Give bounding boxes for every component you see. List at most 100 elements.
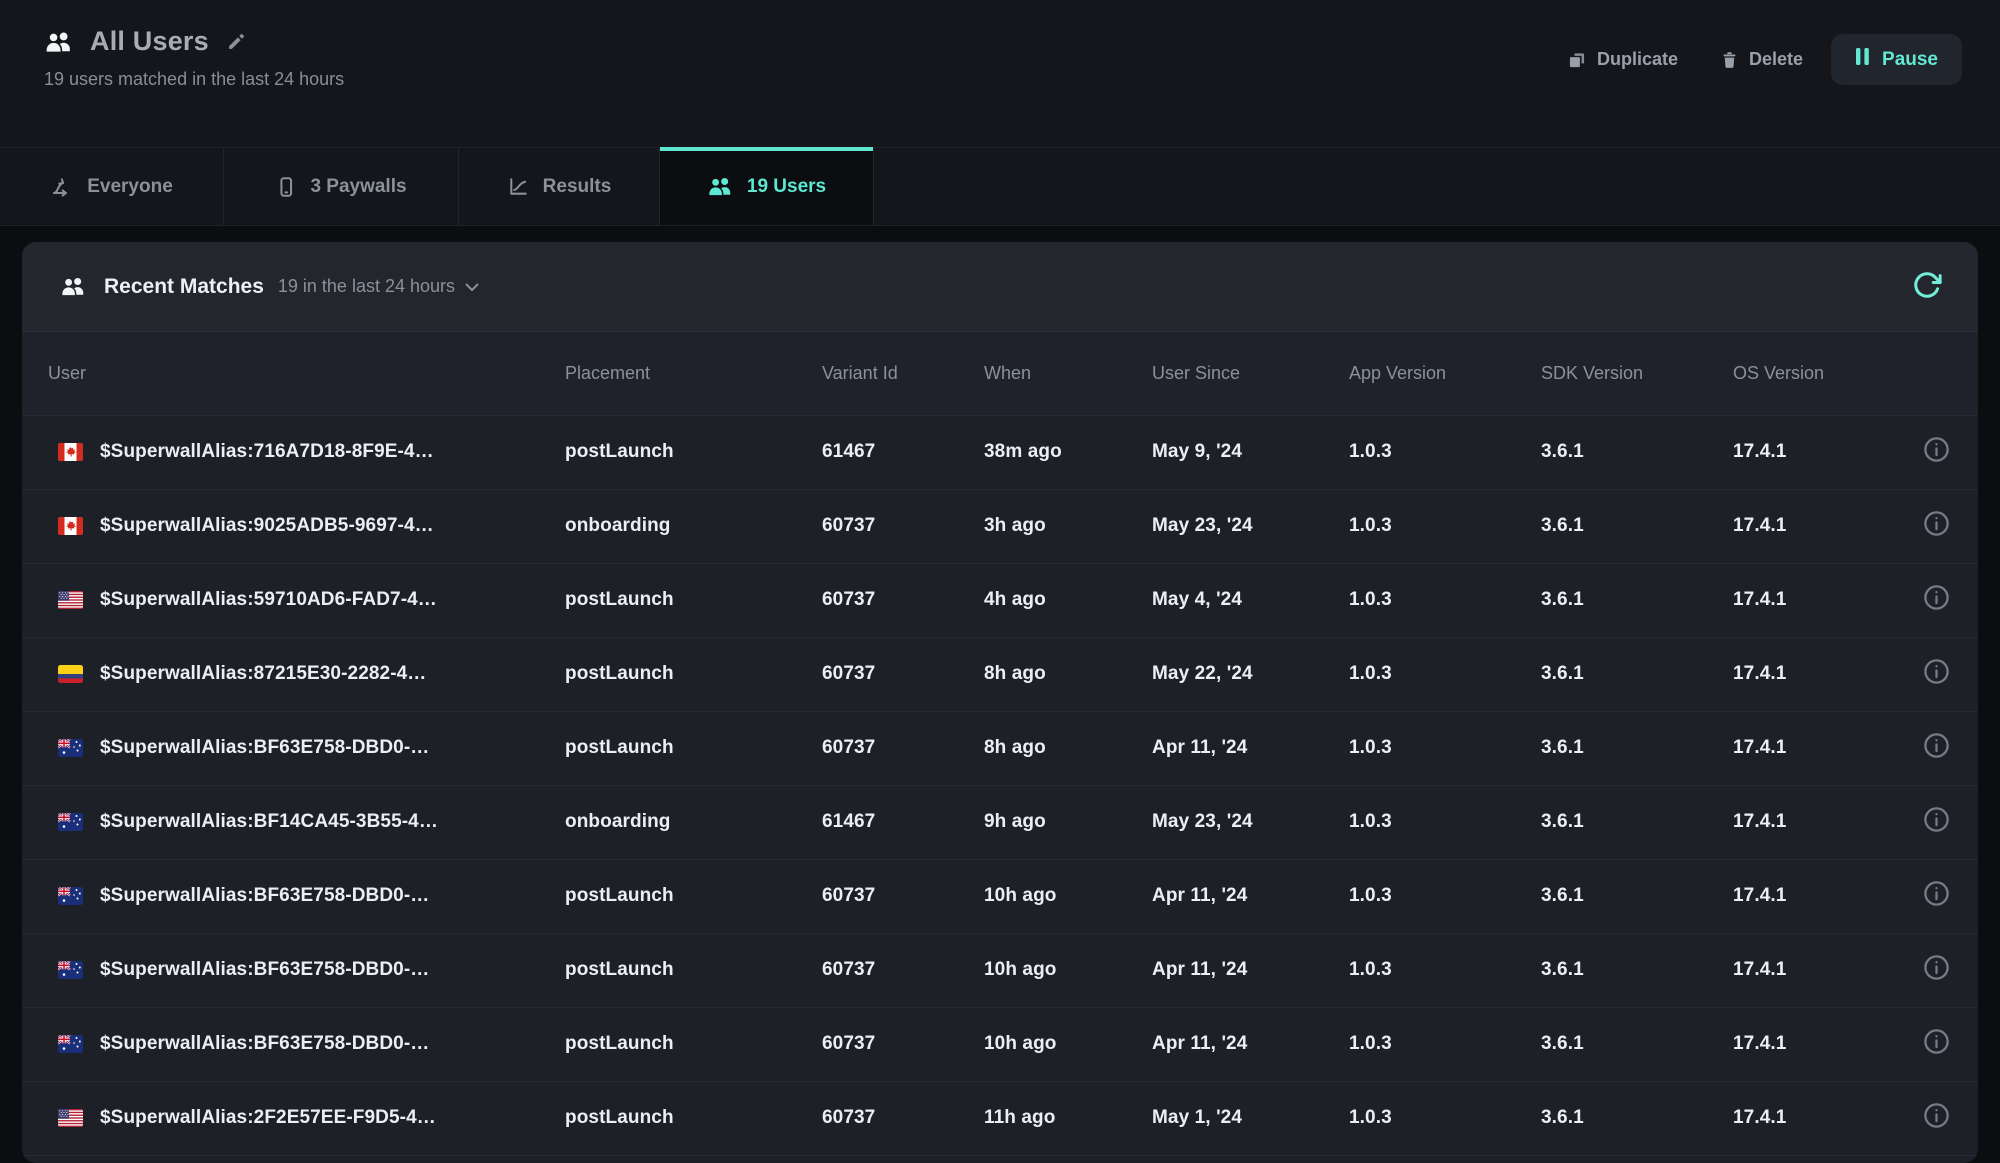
- user-since-cell: May 9, '24: [1152, 441, 1243, 462]
- row-info-button[interactable]: [1922, 879, 1951, 911]
- sdk-version-cell: 3.6.1: [1541, 441, 1584, 462]
- os-version-cell: 17.4.1: [1733, 737, 1787, 758]
- app-version-cell: 1.0.3: [1349, 663, 1392, 684]
- user-alias: $SuperwallAlias:9025ADB5-9697-4…: [100, 515, 434, 536]
- column-header-user-since: User Since: [1152, 332, 1349, 416]
- table-row[interactable]: $SuperwallAlias:716A7D18-8F9E-4… postLau…: [22, 415, 1978, 489]
- user-alias: $SuperwallAlias:2F2E57EE-F9D5-4…: [100, 1107, 436, 1128]
- time-range-dropdown[interactable]: 19 in the last 24 hours: [278, 276, 479, 297]
- card-header: Recent Matches 19 in the last 24 hours: [22, 242, 1978, 332]
- placement-cell: onboarding: [565, 811, 671, 832]
- column-header-variant-id: Variant Id: [822, 332, 984, 416]
- table-body: $SuperwallAlias:716A7D18-8F9E-4… postLau…: [22, 415, 1978, 1155]
- placement-cell: postLaunch: [565, 441, 674, 462]
- sdk-version-cell: 3.6.1: [1541, 885, 1584, 906]
- row-info-button[interactable]: [1922, 509, 1951, 541]
- refresh-button[interactable]: [1912, 270, 1942, 303]
- user-since-cell: May 23, '24: [1152, 515, 1253, 536]
- tab-everyone[interactable]: Everyone: [0, 148, 224, 225]
- user-since-cell: May 22, '24: [1152, 663, 1253, 684]
- placement-cell: postLaunch: [565, 589, 674, 610]
- tab-results[interactable]: Results: [459, 148, 660, 225]
- user-alias: $SuperwallAlias:BF63E758-DBD0-…: [100, 885, 430, 906]
- table-row[interactable]: $SuperwallAlias:BF63E758-DBD0-… postLaun…: [22, 1007, 1978, 1081]
- info-icon: [1922, 435, 1951, 467]
- duplicate-icon: [1567, 50, 1587, 70]
- delete-button[interactable]: Delete: [1706, 39, 1817, 80]
- when-cell: 10h ago: [984, 1033, 1057, 1054]
- info-icon: [1922, 1101, 1951, 1133]
- user-alias: $SuperwallAlias:BF63E758-DBD0-…: [100, 1033, 430, 1054]
- flag-icon-us: [58, 591, 83, 609]
- user-since-cell: May 4, '24: [1152, 589, 1243, 610]
- tab-users[interactable]: 19 Users: [660, 147, 874, 225]
- placement-cell: postLaunch: [565, 959, 674, 980]
- app-version-cell: 1.0.3: [1349, 737, 1392, 758]
- os-version-cell: 17.4.1: [1733, 1033, 1787, 1054]
- table-row[interactable]: $SuperwallAlias:BF14CA45-3B55-4… onboard…: [22, 785, 1978, 859]
- when-cell: 10h ago: [984, 959, 1057, 980]
- table-header-row: User Placement Variant Id When User Sinc…: [22, 332, 1978, 416]
- table-row[interactable]: $SuperwallAlias:9025ADB5-9697-4… onboard…: [22, 489, 1978, 563]
- sdk-version-cell: 3.6.1: [1541, 1107, 1584, 1128]
- variant-id-cell: 60737: [822, 1107, 876, 1128]
- user-since-cell: Apr 11, '24: [1152, 885, 1248, 906]
- pause-button[interactable]: Pause: [1831, 34, 1962, 85]
- table-row[interactable]: $SuperwallAlias:BF63E758-DBD0-… postLaun…: [22, 711, 1978, 785]
- variant-id-cell: 61467: [822, 441, 876, 462]
- user-since-cell: Apr 11, '24: [1152, 737, 1248, 758]
- info-icon: [1922, 953, 1951, 985]
- info-icon: [1922, 509, 1951, 541]
- placement-cell: postLaunch: [565, 1107, 674, 1128]
- user-since-cell: May 1, '24: [1152, 1107, 1243, 1128]
- flag-icon-au: [58, 739, 83, 757]
- sdk-version-cell: 3.6.1: [1541, 663, 1584, 684]
- title-block: All Users 19 users matched in the last 2…: [44, 26, 344, 90]
- table-row[interactable]: $SuperwallAlias:BF63E758-DBD0-… postLaun…: [22, 859, 1978, 933]
- os-version-cell: 17.4.1: [1733, 1107, 1787, 1128]
- sdk-version-cell: 3.6.1: [1541, 589, 1584, 610]
- info-icon: [1922, 731, 1951, 763]
- os-version-cell: 17.4.1: [1733, 811, 1787, 832]
- when-cell: 9h ago: [984, 811, 1046, 832]
- page-header: All Users 19 users matched in the last 2…: [0, 0, 2000, 147]
- recent-matches-card: Recent Matches 19 in the last 24 hours: [22, 242, 1978, 1163]
- row-info-button[interactable]: [1922, 953, 1951, 985]
- page-title: All Users: [90, 26, 209, 56]
- row-info-button[interactable]: [1922, 1101, 1951, 1133]
- app-version-cell: 1.0.3: [1349, 811, 1392, 832]
- when-cell: 11h ago: [984, 1107, 1056, 1128]
- users-icon: [44, 30, 74, 54]
- user-since-cell: Apr 11, '24: [1152, 959, 1248, 980]
- table-row[interactable]: $SuperwallAlias:BF63E758-DBD0-… postLaun…: [22, 933, 1978, 1007]
- when-cell: 3h ago: [984, 515, 1046, 536]
- users-icon: [60, 276, 87, 297]
- variant-id-cell: 60737: [822, 515, 876, 536]
- edit-pencil-icon[interactable]: [225, 31, 247, 53]
- user-alias: $SuperwallAlias:716A7D18-8F9E-4…: [100, 441, 434, 462]
- table-row[interactable]: $SuperwallAlias:2F2E57EE-F9D5-4… postLau…: [22, 1081, 1978, 1155]
- user-alias: $SuperwallAlias:BF14CA45-3B55-4…: [100, 811, 438, 832]
- os-version-cell: 17.4.1: [1733, 885, 1787, 906]
- trash-icon: [1720, 50, 1739, 70]
- os-version-cell: 17.4.1: [1733, 959, 1787, 980]
- table-row[interactable]: $SuperwallAlias:59710AD6-FAD7-4… postLau…: [22, 563, 1978, 637]
- flag-icon-us: [58, 1109, 83, 1127]
- row-info-button[interactable]: [1922, 1027, 1951, 1059]
- placement-cell: postLaunch: [565, 885, 674, 906]
- when-cell: 4h ago: [984, 589, 1046, 610]
- table-row[interactable]: $SuperwallAlias:87215E30-2282-4… postLau…: [22, 637, 1978, 711]
- row-info-button[interactable]: [1922, 731, 1951, 763]
- placement-cell: postLaunch: [565, 1033, 674, 1054]
- os-version-cell: 17.4.1: [1733, 589, 1787, 610]
- row-info-button[interactable]: [1922, 805, 1951, 837]
- duplicate-button[interactable]: Duplicate: [1553, 39, 1692, 80]
- variant-id-cell: 61467: [822, 811, 876, 832]
- tab-paywalls[interactable]: 3 Paywalls: [224, 148, 459, 225]
- row-info-button[interactable]: [1922, 435, 1951, 467]
- column-header-os-version: OS Version: [1733, 332, 1908, 416]
- row-info-button[interactable]: [1922, 583, 1951, 615]
- row-info-button[interactable]: [1922, 657, 1951, 689]
- placement-cell: postLaunch: [565, 663, 674, 684]
